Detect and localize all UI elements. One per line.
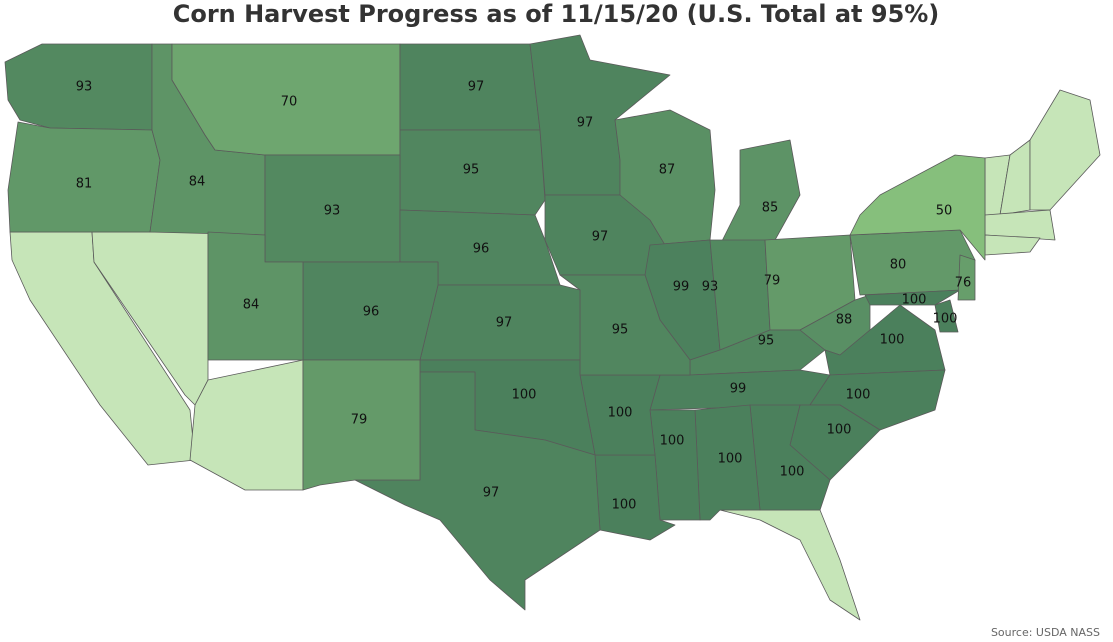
state (864, 289, 961, 306)
value-label: 100 (718, 452, 743, 467)
value-label: 100 (846, 388, 871, 403)
value-label: 100 (780, 465, 805, 480)
value-label: 97 (577, 116, 594, 131)
state (934, 299, 959, 333)
value-label: 100 (512, 388, 537, 403)
value-label: 79 (764, 274, 781, 289)
value-label: 100 (827, 423, 852, 438)
value-label: 93 (702, 280, 719, 295)
value-label: 100 (880, 333, 905, 348)
state-no-data (984, 234, 1041, 256)
value-label: 87 (659, 163, 676, 178)
value-label: 97 (468, 80, 485, 95)
value-label: 95 (758, 334, 775, 349)
value-label: 80 (890, 258, 907, 273)
value-label: 85 (762, 201, 779, 216)
value-label: 95 (612, 323, 629, 338)
state (719, 139, 801, 246)
states: 93 81 84 70 97 95 93 96 97 87 97 99 85 93 79 80 50 95 99 88… (4, 34, 986, 611)
map-title: Corn Harvest Progress as of 11/15/20 (U.… (173, 0, 940, 28)
value-label: 100 (608, 406, 633, 421)
value-label: 93 (76, 80, 93, 95)
value-label: 100 (902, 293, 927, 308)
source-note: Source: USDA NASS (991, 626, 1100, 639)
value-label: 100 (933, 312, 958, 327)
value-label: 95 (463, 163, 480, 178)
value-label: 100 (612, 498, 637, 513)
value-label: 81 (76, 177, 93, 192)
value-label: 99 (673, 280, 690, 295)
value-label: 97 (496, 316, 513, 331)
no-data-states (9, 89, 1101, 621)
state (207, 231, 304, 361)
state (849, 154, 986, 261)
state (354, 371, 601, 611)
value-label: 96 (473, 242, 490, 257)
value-label: 96 (363, 305, 380, 320)
value-label: 84 (243, 298, 260, 313)
state-no-data (719, 509, 861, 621)
state-no-data (1029, 89, 1101, 211)
value-label: 88 (836, 313, 853, 328)
value-label: 50 (936, 204, 953, 219)
state (957, 254, 976, 301)
value-label: 76 (955, 276, 972, 291)
value-label: 97 (483, 486, 500, 501)
value-label: 97 (592, 230, 609, 245)
value-label: 70 (281, 95, 298, 110)
state (302, 359, 421, 491)
value-label: 99 (730, 382, 747, 397)
value-label: 79 (351, 413, 368, 428)
value-label: 100 (660, 434, 685, 449)
value-label: 93 (324, 204, 341, 219)
value-label: 84 (189, 175, 206, 190)
